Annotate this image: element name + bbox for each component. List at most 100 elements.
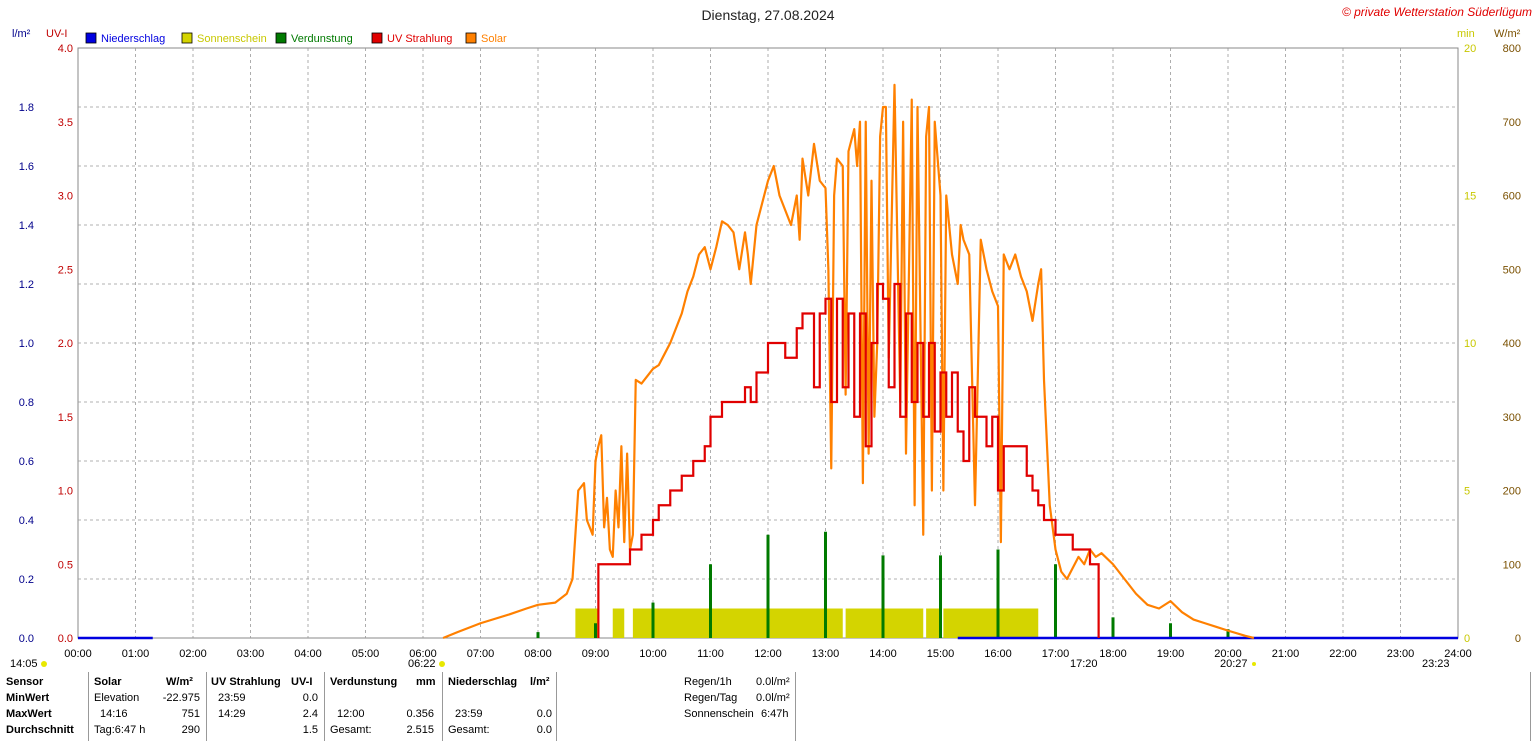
sunshine-axis-unit: min	[1457, 28, 1475, 40]
stats-precip-unit: l/m²	[530, 676, 550, 688]
time-markers: 14:05 06:22 17:20 20:27 23:23	[10, 658, 1450, 670]
stats-cell: 14:16	[100, 708, 128, 720]
sunshine-tick-label: 5	[1464, 486, 1470, 498]
copyright-text: © private Wetterstation Süderlügum	[1342, 5, 1532, 19]
precip-tick-label: 0.8	[19, 397, 34, 409]
precip-tick-label: 0.4	[19, 515, 34, 527]
stats-divider	[88, 672, 89, 741]
x-tick-label: 23:00	[1387, 648, 1415, 660]
stats-cell: 1.5	[302, 724, 318, 736]
statistics-table: Sensor Solar W/m² UV Strahlung UV-I Verd…	[0, 672, 1536, 741]
x-tick-label: 00:00	[64, 648, 92, 660]
uv-tick-label: 3.0	[58, 191, 73, 203]
sunshine-bar	[575, 608, 599, 638]
sunset-mark-label: 17:20	[1070, 658, 1098, 670]
x-tick-label: 06:00	[409, 648, 437, 660]
sunset-icon	[1252, 662, 1256, 666]
solar-tick-label: 200	[1503, 486, 1521, 498]
uv-tick-label: 1.0	[58, 486, 73, 498]
stats-extra-value: 0.0l/m²	[756, 692, 790, 704]
x-tick-label: 24:00	[1444, 648, 1472, 660]
x-tick-label: 07:00	[467, 648, 495, 660]
uv-tick-label: 1.5	[58, 412, 73, 424]
legend-label: Niederschlag	[101, 33, 165, 45]
legend-label: Solar	[481, 33, 507, 45]
sunrise-icon	[439, 661, 445, 667]
stats-solar-header: Solar	[94, 676, 122, 688]
stats-cell: 751	[181, 708, 200, 720]
sunrise-label: 06:22	[408, 658, 436, 670]
uv-tick-label: 0.5	[58, 559, 73, 571]
stats-extra-value: 6:47h	[761, 708, 789, 720]
solar-tick-label: 500	[1503, 264, 1521, 276]
stats-cell: Tag:6:47 h	[94, 724, 146, 736]
stats-cell: 2.4	[302, 708, 318, 720]
x-tick-label: 11:00	[697, 648, 724, 660]
legend-swatch	[181, 32, 193, 44]
solar-tick-label: 600	[1503, 191, 1521, 203]
sunset-label: 20:27	[1220, 658, 1248, 670]
stats-cell: 14:29	[218, 708, 246, 720]
stats-cell: 0.0	[536, 708, 552, 720]
solar-tick-label: 300	[1503, 412, 1521, 424]
x-tick-label: 02:00	[179, 648, 207, 660]
x-tick-label: 13:00	[812, 648, 840, 660]
precip-tick-label: 0.0	[19, 633, 34, 645]
sunshine-bar	[943, 608, 1039, 638]
uv-line	[597, 282, 1100, 638]
moonrise-label: 23:23	[1422, 658, 1450, 670]
legend-swatch	[275, 32, 287, 44]
weather-chart: Dienstag, 27.08.2024 © private Wettersta…	[10, 5, 1532, 670]
stats-evap-unit: mm	[416, 676, 436, 688]
y-axis-ticks: 0.0 0.2 0.4 0.6 0.8 1.0 1.2 1.4 1.6 1.8 0.0 0.5 1.0 1…	[19, 43, 1521, 645]
uv-tick-label: 2.5	[58, 264, 73, 276]
sunshine-tick-label: 10	[1464, 338, 1476, 350]
stats-divider	[1530, 672, 1531, 741]
precip-tick-label: 1.6	[19, 161, 34, 173]
stats-extra-label: Sonnenschein	[684, 708, 754, 720]
stats-divider	[442, 672, 443, 741]
sunshine-bar	[632, 608, 843, 638]
x-tick-label: 04:00	[294, 648, 322, 660]
stats-evap-header: Verdunstung	[330, 676, 398, 688]
x-tick-label: 05:00	[352, 648, 380, 660]
precip-tick-label: 0.6	[19, 456, 34, 468]
solar-line	[442, 83, 1255, 640]
stats-precip-header: Niederschlag	[448, 676, 518, 688]
stats-cell: 23:59	[455, 708, 483, 720]
x-tick-label: 01:00	[122, 648, 150, 660]
uv-tick-label: 3.5	[58, 117, 73, 129]
sunshine-bar	[926, 608, 941, 638]
x-tick-label: 08:00	[524, 648, 552, 660]
legend-label: Sonnenschein	[197, 33, 267, 45]
stats-uv-header: UV Strahlung	[211, 676, 281, 688]
stats-cell: 2.515	[406, 724, 434, 736]
uv-tick-label: 0.0	[58, 633, 73, 645]
x-tick-label: 12:00	[754, 648, 782, 660]
legend-label: UV Strahlung	[387, 33, 452, 45]
start-time-label: 14:05	[10, 658, 38, 670]
x-tick-label: 19:00	[1157, 648, 1185, 660]
stats-row-label: MaxWert	[6, 708, 52, 720]
x-tick-label: 03:00	[237, 648, 265, 660]
sunshine-tick-label: 15	[1464, 191, 1476, 203]
stats-cell: -22.975	[162, 692, 200, 704]
precip-tick-label: 0.2	[19, 574, 34, 586]
precip-tick-label: 1.4	[19, 220, 34, 232]
sun-start-icon	[41, 661, 47, 667]
stats-solar-unit: W/m²	[166, 676, 193, 688]
stats-divider	[795, 672, 796, 741]
stats-uv-unit: UV-I	[291, 676, 313, 688]
solar-tick-label: 400	[1503, 338, 1521, 350]
stats-divider	[324, 672, 325, 741]
x-tick-label: 22:00	[1329, 648, 1357, 660]
x-tick-label: 20:00	[1214, 648, 1242, 660]
uv-tick-label: 4.0	[58, 43, 73, 55]
x-tick-label: 15:00	[927, 648, 955, 660]
stats-cell: 0.0	[302, 692, 318, 704]
legend: Niederschlag Sonnenschein Verdunstung UV St…	[85, 32, 507, 45]
legend-swatch	[85, 32, 97, 44]
solar-tick-label: 800	[1503, 43, 1521, 55]
stats-cell: 0.0	[536, 724, 552, 736]
stats-cell: Gesamt:	[330, 724, 372, 736]
